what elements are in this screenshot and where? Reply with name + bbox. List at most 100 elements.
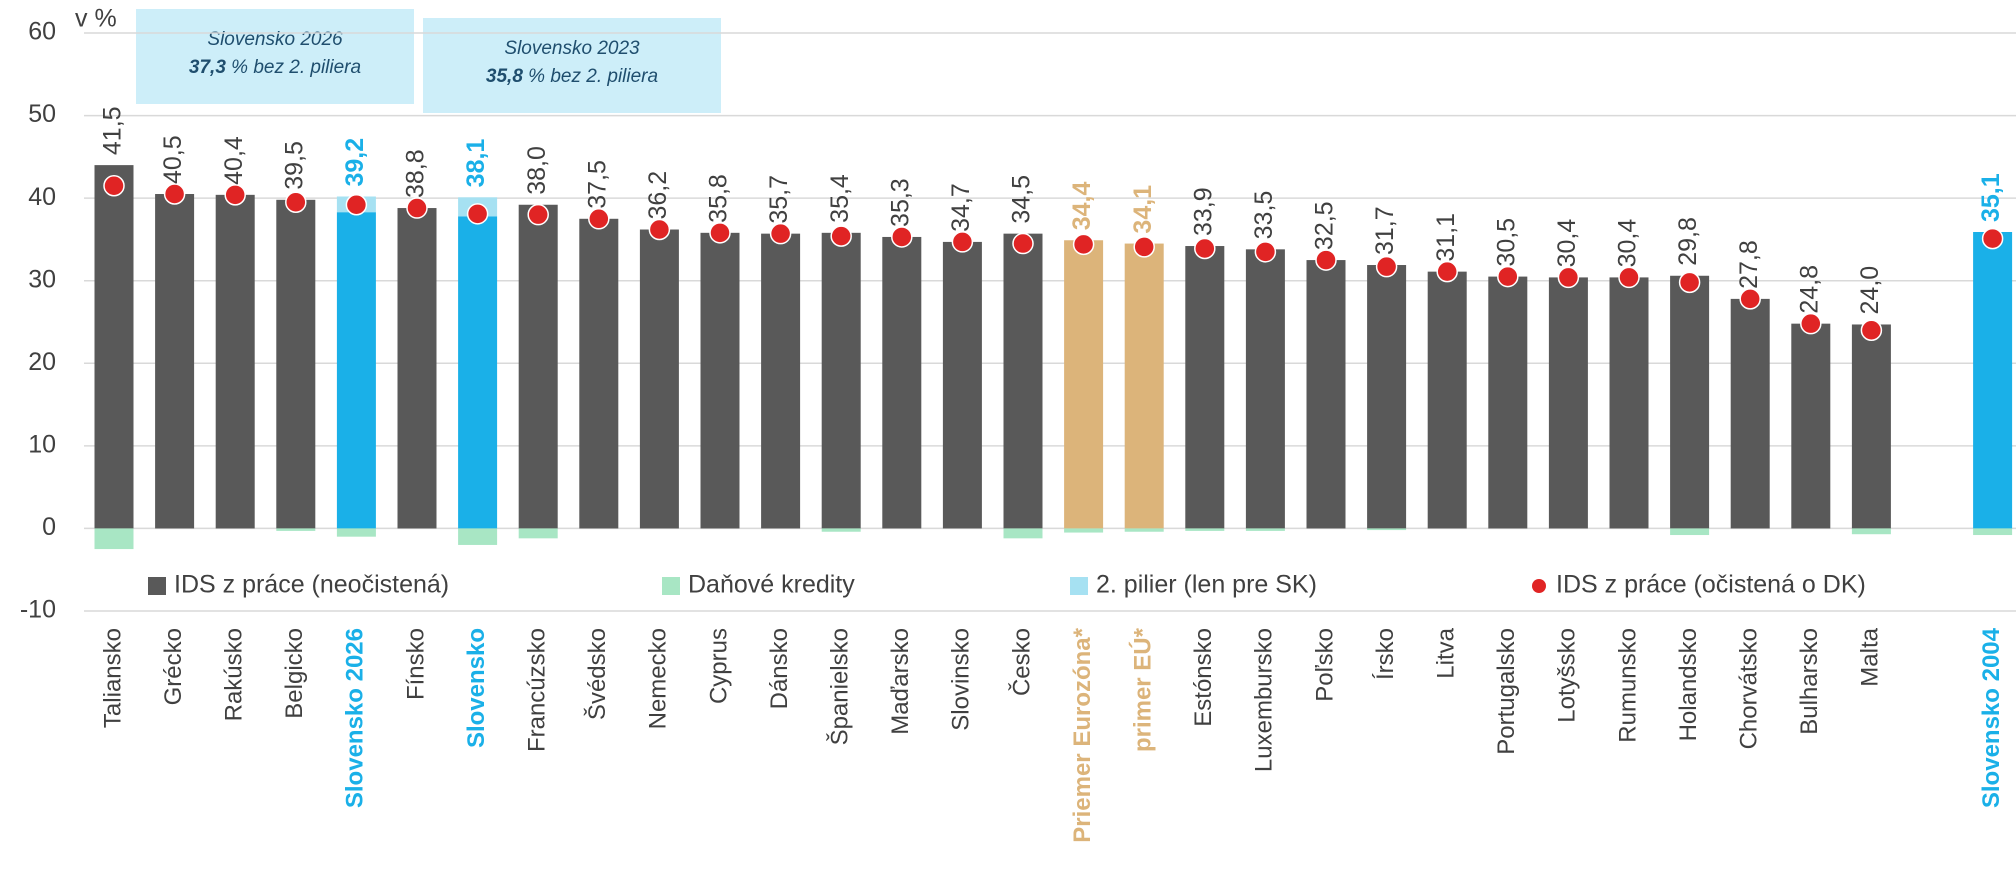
data-label: 34,1 [1129,185,1157,234]
x-tick-label: Poľsko [1311,628,1338,702]
y-axis-label: v % [75,5,117,33]
dot [1436,260,1458,283]
bar [1488,276,1528,529]
bar-segment [1003,528,1043,539]
bar [1185,246,1225,529]
data-label: 31,1 [1432,213,1460,262]
bar [276,199,316,529]
bar-segment [1185,528,1225,531]
dot [1315,249,1337,271]
x-tick-label: Chorvátsko [1736,628,1763,749]
dot [1254,241,1277,263]
dot [891,226,913,248]
bar [700,232,740,529]
dot [648,218,671,241]
bar-segment [1064,528,1104,533]
x-tick-label: Litva [1433,627,1460,678]
dot [769,222,792,245]
x-tick-label: Priemer Eurozóna* [1069,627,1096,842]
bar-segment [1124,528,1164,532]
y-tick-label: -10 [20,596,56,624]
dot [830,225,852,247]
data-label: 35,4 [826,174,854,223]
bar-segment [518,528,558,539]
data-label: 35,3 [886,178,914,227]
dot [1072,233,1095,256]
y-tick-label: 30 [28,265,56,293]
bar [1245,249,1285,529]
bar-segment [821,528,861,532]
data-label: 34,7 [947,183,975,232]
annotation-value: 35,8 [486,66,523,87]
dot [1375,255,1398,278]
legend-swatch [1070,577,1088,595]
dot [527,203,549,226]
bar [639,229,679,529]
data-label: 35,1 [1977,173,2005,222]
y-tick-label: 20 [28,348,56,376]
legend-item: IDS z práce (neočistená) [148,571,449,599]
data-label: 35,7 [765,175,793,224]
annotation-box [136,9,414,104]
legend-swatch [148,577,166,595]
bar [1367,265,1407,529]
dot [1194,237,1216,260]
dot [163,183,186,205]
bar [1609,277,1649,529]
annotation-title: Slovensko 2026 [207,29,343,50]
y-tick-label: 10 [28,430,56,458]
dot [1133,236,1155,258]
bar [1124,243,1164,529]
bar [397,208,437,529]
legend-label: IDS z práce (očistená o DK) [1556,571,1866,599]
dot [951,231,974,253]
legend-item: IDS z práce (očistená o DK) [1532,571,1866,599]
bar [336,212,376,529]
bar [94,165,134,529]
x-tick-label: Belgicko [281,628,308,719]
data-label: 36,2 [644,171,672,220]
bar-segment [336,528,376,537]
x-tick-label: Slovensko [463,628,490,748]
data-label: 40,5 [159,135,187,184]
data-label: 38,0 [523,146,551,195]
bar [1973,231,2013,529]
annotation: Slovensko 2026 37,3 % bez 2. piliera [136,9,414,104]
x-tick-label: Cyprus [705,628,732,704]
bar-segment [1670,528,1710,536]
data-label: 24,0 [1856,266,1884,315]
data-label: 30,4 [1614,219,1642,268]
dot [1618,266,1640,289]
legend-label: 2. pilier (len pre SK) [1096,571,1317,599]
x-tick-label: Holandsko [1675,628,1702,741]
bar [1791,323,1831,529]
bar-segment [94,528,134,550]
x-tick-label: Rakúsko [221,628,248,721]
dot [1800,312,1822,335]
x-tick-label: Malta [1857,627,1884,686]
y-tick-label: 40 [28,183,56,211]
dot [345,193,368,216]
bar [458,216,498,529]
x-tick-label: Česko [1007,628,1035,696]
annotation-text: 37,3 % bez 2. piliera [189,57,361,78]
x-tick-label: Slovensko 2004 [1978,627,2005,808]
data-label: 31,7 [1371,206,1399,255]
data-label: 38,1 [462,139,490,188]
x-tick-label: Slovinsko [948,628,975,731]
data-label: 27,8 [1735,240,1763,289]
data-label: 39,5 [280,141,308,190]
data-label: 33,9 [1189,187,1217,236]
data-label: 37,5 [583,160,611,209]
bar [579,218,619,529]
data-label: 33,5 [1250,191,1278,240]
bar-segment [1367,528,1407,531]
data-label: 24,8 [1795,265,1823,314]
legend-label: Daňové kredity [688,571,855,599]
dot [285,191,307,214]
bar [1851,324,1891,529]
y-tick-label: 50 [28,100,56,128]
x-tick-label: Francúzsko [524,628,551,752]
dot [466,203,489,225]
data-label: 30,4 [1553,219,1581,268]
